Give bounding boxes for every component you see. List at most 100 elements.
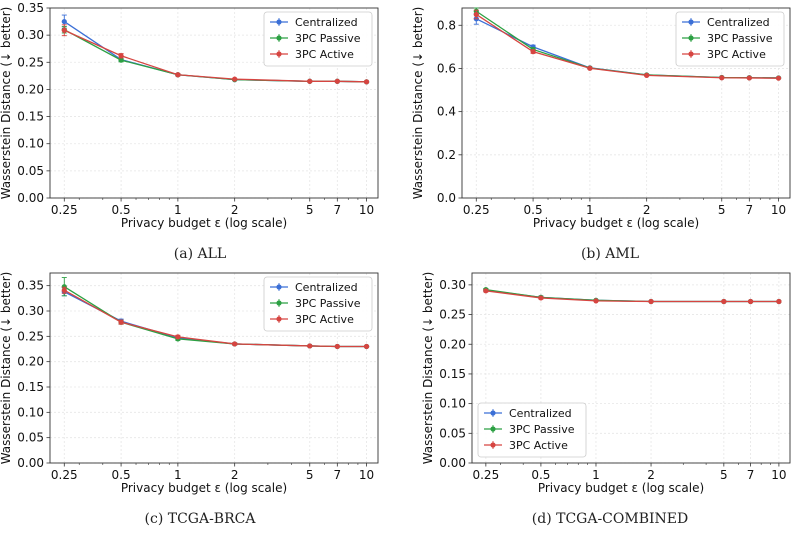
legend-marker-3pc-passive	[490, 426, 496, 432]
data-point-3pc-active	[721, 298, 727, 305]
data-point-3pc-active	[118, 319, 124, 325]
y-tick-label: 0.10	[439, 397, 466, 411]
y-tick-label: 0.25	[439, 308, 466, 322]
x-axis-label: Privacy budget ε (log scale)	[121, 481, 287, 495]
x-tick-label: 0.25	[51, 203, 78, 217]
legend-marker-3pc-active	[276, 316, 282, 322]
x-tick-label: 1	[592, 468, 600, 482]
data-point-3pc-active	[593, 298, 599, 304]
x-tick-label: 2	[231, 203, 239, 217]
data-point-3pc-active	[644, 72, 650, 78]
caption-d: (d) TCGA-COMBINED	[531, 511, 689, 527]
legend	[263, 11, 373, 67]
chart-panel-d: 0.00 0.05 0.10 0.15 0.20 0.25 0.30 0.25 0.5 1 2 5 7 1…	[421, 272, 791, 495]
axes-frame	[49, 7, 379, 199]
y-tick-label: 0.00	[17, 191, 44, 205]
x-tick-label: 2	[647, 468, 655, 482]
chart-panel-a: 0.00 0.05 0.10 0.15 0.20 0.25 0.30 0.35 0.25 0.5 1…	[0, 1, 379, 230]
legend-label-centralized: Centralized	[295, 16, 358, 29]
x-tick-label: 1	[174, 203, 182, 217]
data-point-3pc-active	[61, 27, 67, 33]
caption-a: (a) ALL	[173, 246, 227, 262]
legend-marker-3pc-passive	[276, 35, 282, 41]
x-tick-label: 0.5	[524, 203, 543, 217]
data-point-3pc-active	[648, 298, 654, 305]
legend-marker-3pc-active	[688, 51, 694, 57]
data-point-3pc-active	[334, 343, 340, 350]
y-tick-label: 0.05	[17, 164, 44, 178]
x-tick-label: 7	[747, 468, 755, 482]
x-tick-label: 2	[643, 203, 651, 217]
x-tick-label: 10	[771, 468, 786, 482]
y-tick-label: 0.05	[439, 426, 466, 440]
y-tick-label: 0.30	[439, 278, 466, 292]
axes-frame	[49, 272, 379, 464]
y-tick-label: 0.30	[17, 304, 44, 318]
x-tick-label: 0.25	[51, 468, 78, 482]
data-point-3pc-active	[775, 75, 782, 81]
legend-marker-centralized	[276, 284, 282, 290]
x-tick-label: 10	[359, 203, 374, 217]
x-tick-label: 0.5	[531, 468, 550, 482]
x-tick-label: 1	[586, 203, 594, 217]
legend-label-centralized: Centralized	[509, 407, 572, 420]
x-tick-label: 0.25	[463, 203, 490, 217]
y-tick-label: 0.2	[437, 148, 456, 162]
y-tick-label: 0.35	[17, 1, 44, 15]
legend	[477, 402, 587, 458]
data-point-3pc-active	[232, 341, 238, 347]
x-tick-label: 1	[174, 468, 182, 482]
legend-label-centralized: Centralized	[295, 281, 358, 294]
y-axis-label: Wasserstein Distance (↓ better)	[0, 7, 13, 200]
data-point-3pc-active	[118, 53, 124, 59]
x-axis-label: Privacy budget ε (log scale)	[533, 216, 699, 230]
data-point-3pc-active	[719, 75, 725, 81]
x-tick-label: 7	[334, 468, 342, 482]
legend-label-3pc-passive: 3PC Passive	[509, 423, 575, 436]
y-tick-label: 0.25	[17, 55, 44, 69]
legend-label-3pc-active: 3PC Active	[509, 439, 568, 452]
y-axis-label: Wasserstein Distance (↓ better)	[421, 272, 435, 465]
x-tick-label: 2	[231, 468, 239, 482]
x-axis-label: Privacy budget ε (log scale)	[121, 216, 287, 230]
data-point-3pc-active	[307, 78, 313, 84]
legend-marker-centralized	[688, 19, 694, 25]
x-tick-label: 7	[746, 203, 754, 217]
data-point-3pc-active	[538, 295, 544, 301]
data-point-3pc-active	[363, 79, 370, 85]
y-tick-label: 0.35	[17, 279, 44, 293]
axes-frame	[471, 272, 791, 464]
legend-marker-centralized	[490, 410, 496, 416]
series-line-3pc-active	[485, 290, 779, 303]
data-point-3pc-active	[61, 287, 67, 293]
series-line-3pc-passive	[485, 288, 779, 303]
data-point-centralized	[61, 18, 67, 25]
x-tick-label: 10	[771, 203, 786, 217]
x-tick-label: 5	[306, 468, 314, 482]
legend-marker-3pc-active	[490, 442, 496, 448]
y-tick-label: 0.15	[17, 380, 44, 394]
legend-label-3pc-passive: 3PC Passive	[295, 32, 361, 45]
y-tick-label: 0.15	[439, 367, 466, 381]
data-point-3pc-active	[746, 75, 752, 81]
x-tick-label: 0.5	[112, 203, 131, 217]
data-point-3pc-active	[473, 11, 479, 18]
legend-label-3pc-passive: 3PC Passive	[295, 297, 361, 310]
legend-marker-3pc-passive	[688, 35, 694, 41]
x-tick-label: 7	[334, 203, 342, 217]
y-tick-label: 0.00	[439, 456, 466, 470]
x-tick-label: 5	[306, 203, 314, 217]
data-point-3pc-active	[530, 49, 536, 55]
y-tick-label: 0.15	[17, 110, 44, 124]
chart-panel-c: 0.00 0.05 0.10 0.15 0.20 0.25 0.30 0.35 0.25 0.5 1…	[0, 272, 379, 495]
legend-label-3pc-passive: 3PC Passive	[707, 32, 773, 45]
legend-label-3pc-active: 3PC Active	[707, 48, 766, 61]
chart-panel-b: 0.0 0.2 0.4 0.6 0.8 0.25 0.5 1 2 5 7 10 Privacy budg…	[411, 7, 791, 230]
y-tick-label: 0.00	[17, 456, 44, 470]
x-tick-label: 5	[718, 203, 726, 217]
y-tick-label: 0.20	[439, 337, 466, 351]
x-axis-label: Privacy budget ε (log scale)	[538, 481, 704, 495]
y-tick-label: 0.4	[437, 105, 456, 119]
data-point-3pc-active	[334, 78, 340, 84]
